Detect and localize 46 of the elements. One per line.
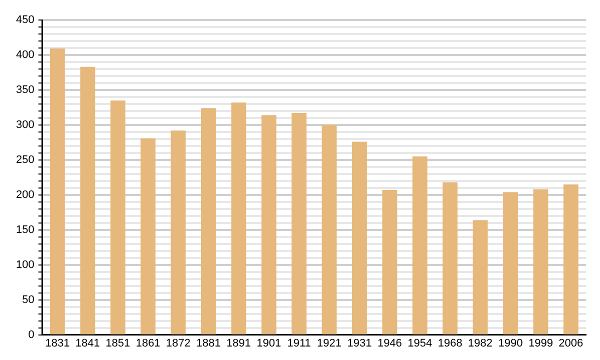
bar	[412, 156, 428, 334]
y-tick-label: 400	[16, 49, 34, 62]
bar	[563, 184, 578, 334]
x-tick-label: 1861	[136, 337, 160, 350]
x-tick-label: 1891	[226, 337, 251, 350]
bar	[442, 182, 458, 334]
bar	[231, 102, 246, 334]
y-tick-label: 100	[16, 258, 34, 271]
bar	[80, 66, 96, 334]
bar	[533, 189, 548, 334]
y-tick-label: 350	[16, 84, 34, 96]
x-tick-label: 1982	[468, 337, 493, 350]
bar	[322, 124, 337, 334]
x-tick-label: 1881	[196, 337, 221, 350]
bar	[382, 190, 398, 334]
y-tick-label: 50	[22, 294, 34, 306]
y-tick-label: 150	[16, 224, 34, 236]
bar	[261, 115, 276, 334]
y-tick-label: 250	[16, 154, 34, 166]
x-tick-label: 1999	[528, 337, 553, 350]
x-tick-label: 1851	[106, 337, 130, 350]
bar	[170, 130, 186, 334]
bar	[292, 113, 307, 334]
bar	[50, 48, 65, 334]
bar	[352, 142, 367, 334]
x-tick-label: 1901	[256, 337, 282, 350]
x-tick-label: 1911	[287, 337, 311, 350]
x-tick-label: 1990	[498, 337, 523, 350]
x-tick-label: 1931	[347, 337, 372, 350]
x-tick-label: 1954	[408, 337, 432, 350]
x-tick-label: 1968	[438, 337, 462, 350]
x-tick-label: 1831	[45, 337, 70, 350]
x-tick-label: 1921	[317, 337, 342, 350]
x-tick-label: 1872	[166, 337, 191, 350]
y-tick-label: 450	[16, 14, 34, 26]
x-tick-label: 1946	[377, 337, 402, 350]
bar	[503, 192, 518, 334]
x-tick-label: 1841	[75, 337, 100, 350]
y-tick-label: 200	[16, 188, 34, 201]
y-tick-label: 300	[16, 118, 34, 131]
x-tick-label: 2006	[558, 337, 584, 350]
bar	[140, 138, 156, 334]
bar	[472, 220, 488, 334]
y-tick-label: 0	[28, 328, 34, 341]
bar	[110, 100, 126, 334]
bar	[201, 108, 216, 334]
